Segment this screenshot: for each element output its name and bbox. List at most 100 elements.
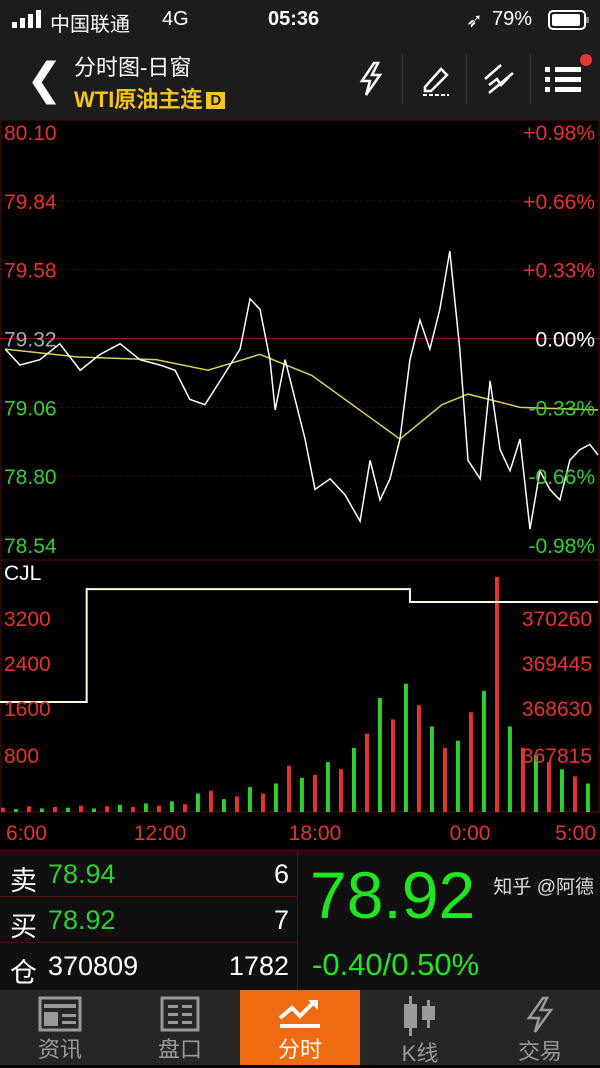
volume-bar	[118, 804, 122, 812]
percent-tick-label: 0.00%	[535, 329, 595, 352]
volume-bar	[157, 805, 161, 812]
ask-qty: 6	[273, 859, 289, 889]
volume-bar	[170, 801, 174, 812]
percent-tick-label: -0.98%	[528, 535, 595, 558]
network: 4G	[162, 8, 189, 30]
indicator-button[interactable]	[474, 54, 524, 104]
lightning-button[interactable]	[346, 54, 396, 104]
volume-bar	[66, 807, 70, 812]
tab-trade[interactable]: 交易	[480, 990, 600, 1065]
volume-bar	[339, 769, 343, 812]
oi-label: 仓	[10, 958, 37, 988]
tab-label: 分时	[277, 1037, 322, 1062]
volume-tick-label: 3200	[4, 608, 51, 631]
oi-tick-label: 368630	[522, 698, 592, 721]
price-line	[4, 251, 599, 530]
volume-bar	[300, 777, 304, 812]
menu-button[interactable]	[538, 54, 588, 104]
volume-bar	[287, 765, 291, 812]
tab-intraday[interactable]: 分时	[240, 990, 360, 1065]
draw-button[interactable]	[410, 54, 460, 104]
volume-bar	[482, 690, 486, 812]
lightning-icon	[526, 996, 554, 1033]
time-tick-label: 5:00	[555, 822, 596, 845]
ask-row: 卖 78.94 6	[0, 851, 298, 897]
bid-label: 买	[10, 912, 37, 942]
volume-bar	[27, 806, 31, 812]
volume-bar	[222, 799, 226, 812]
open-interest-row: 仓 370809 1782	[0, 943, 298, 991]
volume-bar	[547, 762, 551, 812]
back-button[interactable]: ❮	[26, 55, 63, 104]
pencil-icon	[423, 67, 449, 96]
nav-bar: ❮ 分时图-日窗 WTI原油主连 D	[0, 40, 600, 120]
volume-bar	[326, 762, 330, 812]
average-price-line	[5, 348, 599, 441]
tab-order-book[interactable]: 盘口	[120, 990, 240, 1065]
oi-change: 1782	[228, 951, 289, 981]
volume-tick-label: 1600	[4, 698, 51, 721]
price-tick-label: 78.80	[4, 466, 57, 489]
volume-bar	[248, 787, 252, 812]
ask-price: 78.94	[48, 859, 116, 889]
percent-tick-label: -0.66%	[528, 466, 595, 489]
tab-label: 交易	[517, 1039, 562, 1064]
time-tick-label: 0:00	[450, 822, 491, 845]
volume-bar	[79, 805, 83, 812]
carrier: 中国联通	[50, 14, 130, 36]
volume-bar	[586, 783, 590, 812]
volume-panel-label: CJL	[4, 562, 41, 585]
battery-icon	[548, 10, 590, 36]
volume-bar	[443, 747, 447, 812]
volume-bar	[378, 698, 382, 812]
percent-tick-label: +0.66%	[523, 191, 595, 214]
day-badge: D	[206, 92, 226, 109]
volume-bar	[495, 576, 499, 812]
volume-bar	[261, 793, 265, 812]
trend-up-icon	[278, 1000, 320, 1028]
tab-label: 资讯	[37, 1037, 82, 1062]
time-tick-label: 6:00	[6, 822, 47, 845]
percent-tick-label: +0.33%	[523, 260, 595, 283]
volume-bar	[53, 807, 57, 812]
volume-bar	[560, 769, 564, 812]
tab-news[interactable]: 资讯	[0, 990, 120, 1065]
volume-bar	[456, 740, 460, 812]
tab-label: K线	[401, 1041, 439, 1066]
price-tick-label: 79.06	[4, 397, 57, 420]
volume-bar	[1, 807, 5, 812]
volume-bar	[209, 790, 213, 812]
price-tick-label: 79.32	[4, 329, 57, 352]
volume-tick-label: 800	[4, 745, 39, 768]
menu-list-icon	[545, 67, 581, 92]
price-tick-label: 80.10	[4, 122, 57, 145]
oi-value: 370809	[48, 951, 139, 981]
volume-bar	[352, 747, 356, 812]
tab-label: 盘口	[157, 1037, 202, 1062]
volume-tick-label: 2400	[4, 653, 51, 676]
volume-bar	[469, 712, 473, 812]
ask-label: 卖	[10, 866, 37, 896]
price-change: -0.40/0.50%	[312, 947, 480, 982]
watermark: 知乎 @阿德	[493, 877, 594, 898]
trend-lines-icon	[484, 64, 514, 94]
lightning-icon	[359, 61, 383, 96]
volume-bar	[404, 683, 408, 812]
volume-bar	[417, 705, 421, 812]
location-icon: ➶	[466, 10, 483, 32]
instrument-label: WTI原油主连	[74, 87, 203, 112]
chart-background	[0, 120, 600, 850]
volume-bar	[521, 747, 525, 812]
intraday-chart[interactable]: 80.10 79.84 79.58 79.32 79.06 78.80 78.54 +0.98…	[0, 120, 600, 850]
volume-bar	[391, 719, 395, 812]
price-tick-label: 79.58	[4, 260, 57, 283]
bottom-tab-bar: 资讯 盘口 分时 K线 交易	[0, 990, 600, 1066]
last-price: 78.92	[310, 858, 476, 932]
volume-bar	[92, 808, 96, 812]
clock: 05:36	[268, 8, 320, 30]
volume-bar	[365, 733, 369, 812]
oi-tick-label: 369445	[522, 653, 592, 676]
tab-kline[interactable]: K线	[360, 990, 480, 1066]
volume-bar	[105, 806, 109, 812]
volume-bar	[573, 776, 577, 812]
